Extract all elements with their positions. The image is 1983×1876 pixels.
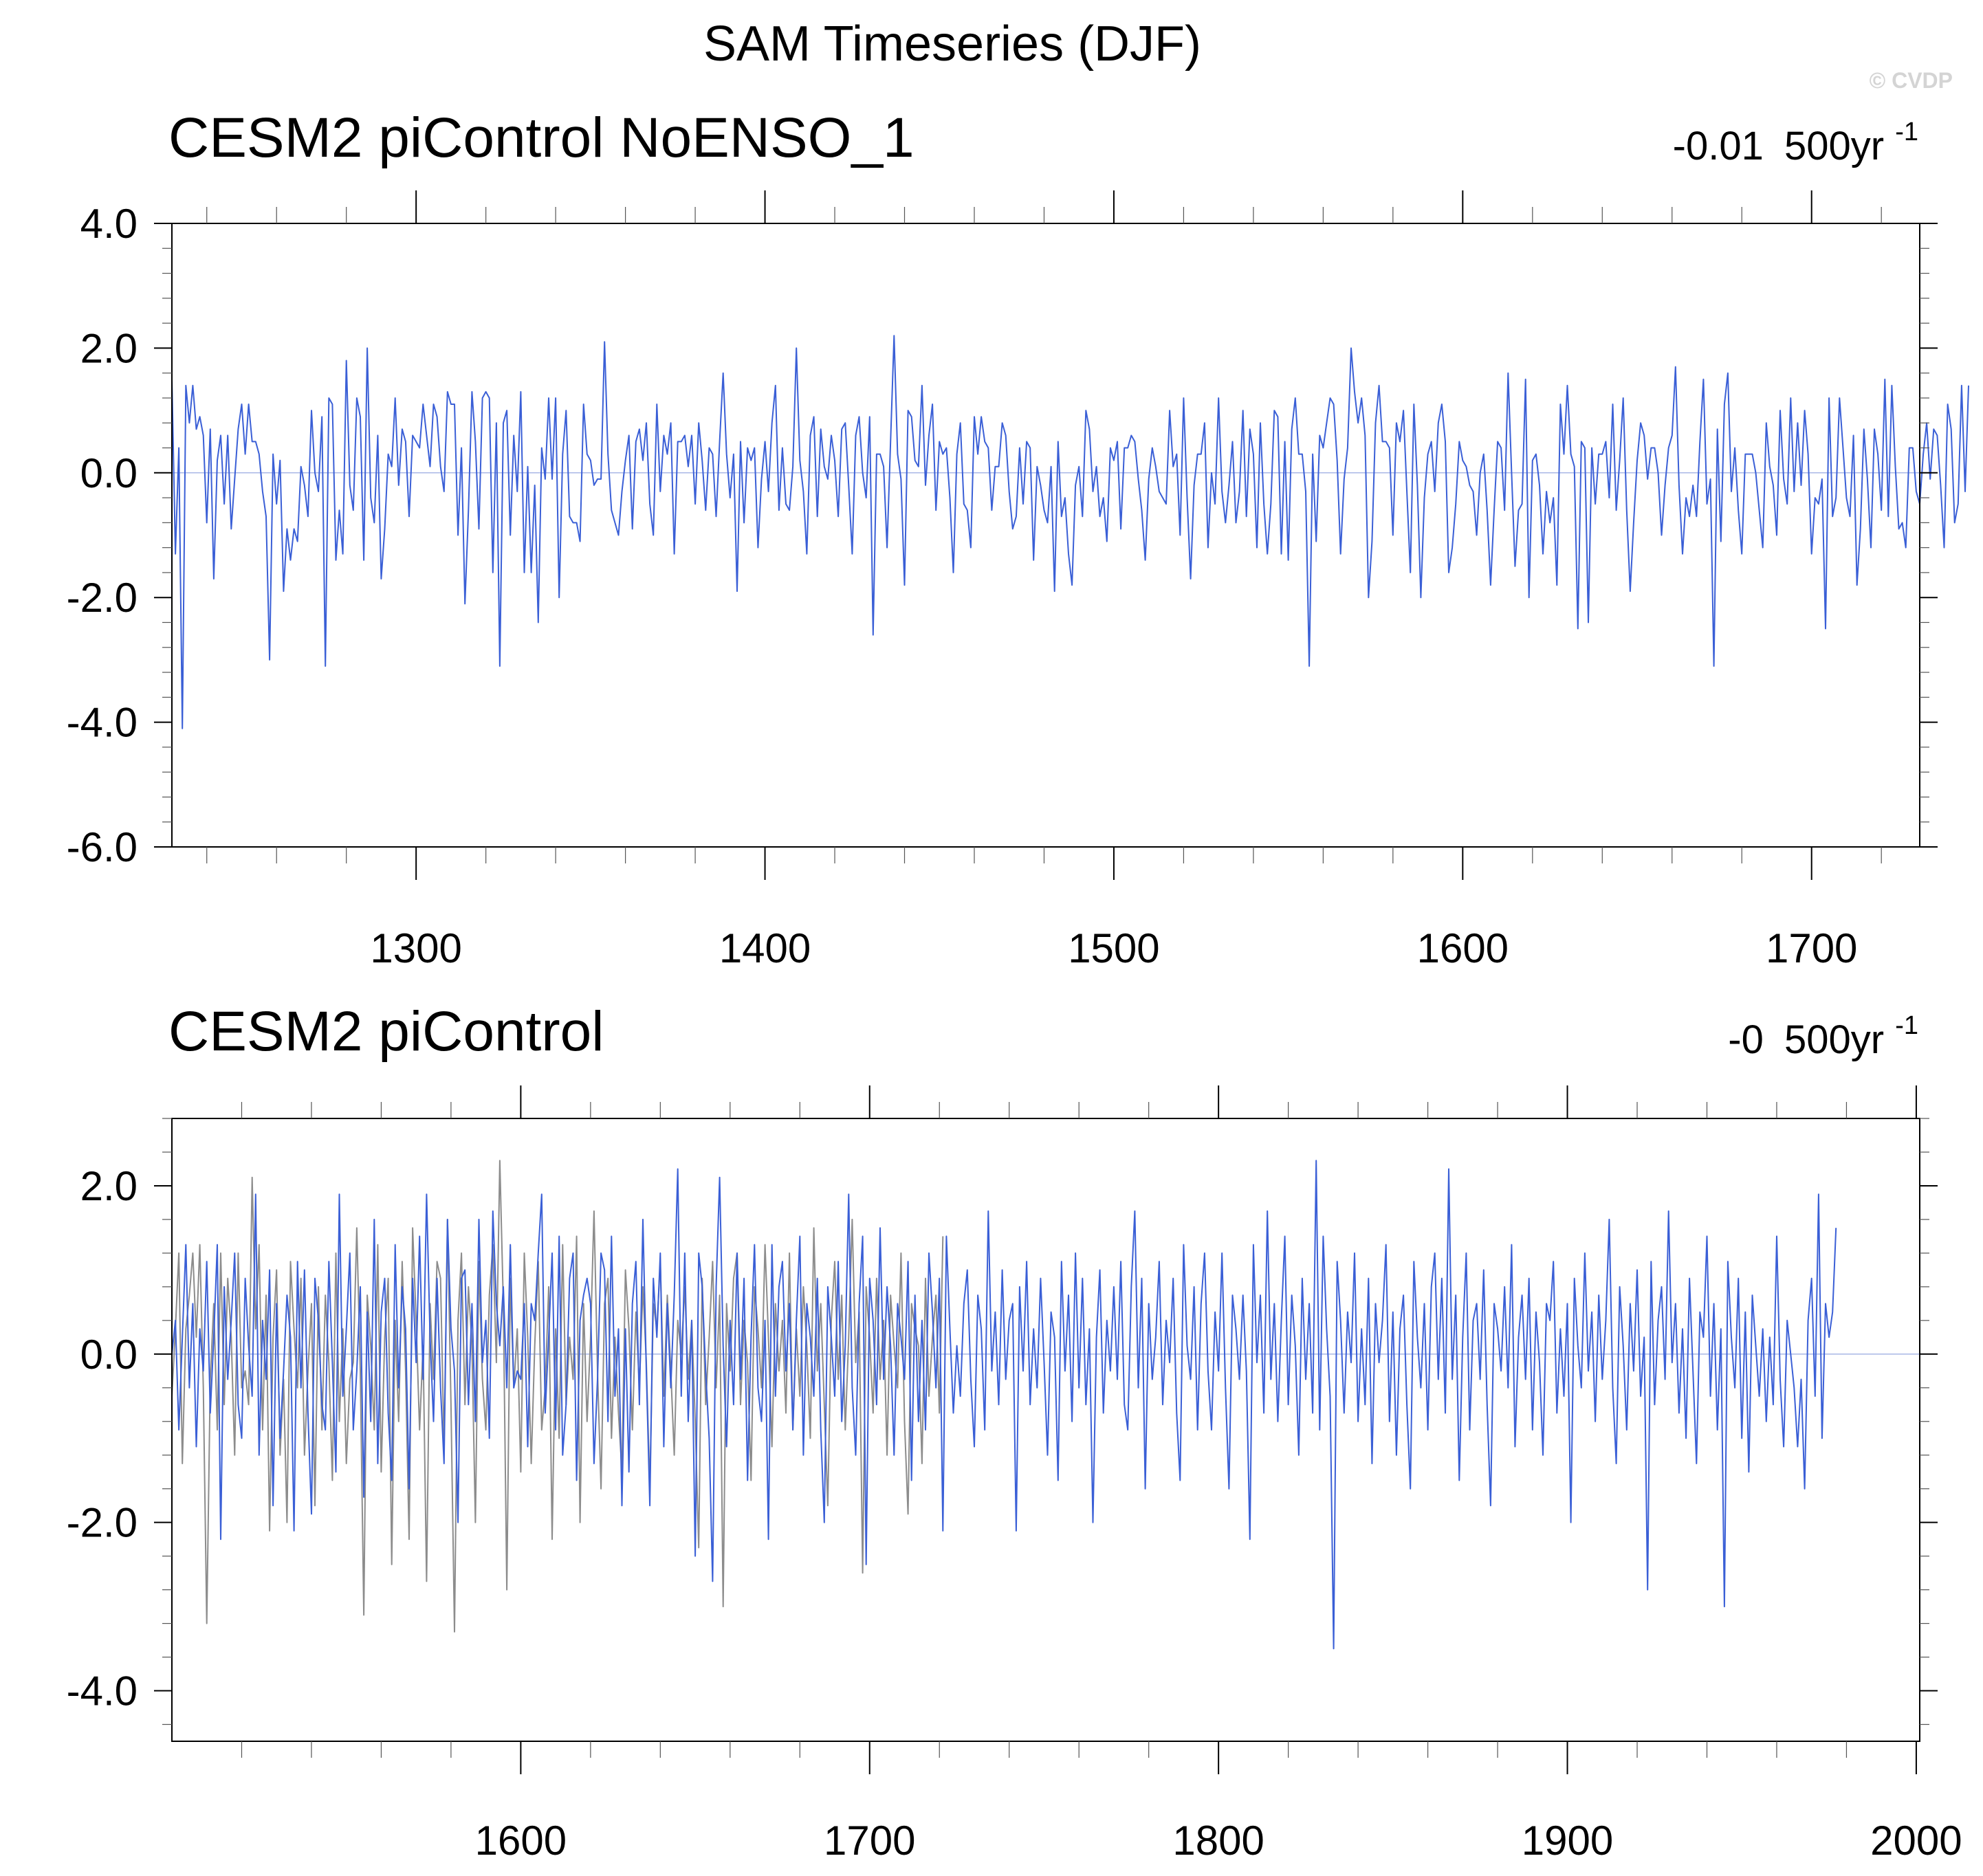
trend-label: -0 500yr -1	[1728, 1011, 1918, 1062]
y-tick-label: 2.0	[80, 325, 138, 371]
plot-frame	[171, 223, 1920, 848]
trend-unit: 500yr	[1784, 1017, 1884, 1062]
trend-unit: 500yr	[1784, 124, 1884, 168]
panel-picontrol: CESM2 piControl -0 500yr -1 2.0 0.0 -2.0 -4…	[67, 1000, 1962, 1864]
series-line-model	[171, 1160, 1837, 1650]
chart-area-picontrol: 2.0 0.0 -2.0 -4.0 1600 1700 1800 1900 2000	[67, 1085, 1962, 1864]
x-tick-label: 1900	[1522, 1818, 1613, 1864]
plot-frame	[171, 1118, 1920, 1742]
trend-exponent: -1	[1895, 118, 1918, 146]
panel-noenso: CESM2 piControl NoENSO_1 -0.01 500yr -1 …	[67, 107, 1969, 971]
y-tick-label: 2.0	[80, 1163, 138, 1209]
y-tick-label: -4.0	[67, 700, 138, 746]
chart-area-noenso: 4.0 2.0 0.0 -2.0 -4.0 -6.0 1300 1400 1500 1600 170…	[67, 190, 1969, 971]
y-tick-label: -2.0	[67, 1500, 138, 1546]
x-tick-label: 1500	[1068, 925, 1159, 971]
series-line-model	[171, 335, 1969, 729]
panel-title: CESM2 piControl NoENSO_1	[168, 107, 914, 169]
x-tick-label: 1700	[1766, 925, 1857, 971]
series-line-reference	[171, 1160, 944, 1633]
watermark: © CVDP	[1870, 68, 1953, 93]
trend-exponent: -1	[1895, 1011, 1918, 1040]
y-tick-label: 4.0	[80, 201, 138, 247]
x-tick-label: 1600	[475, 1818, 567, 1864]
y-tick-label: -2.0	[67, 575, 138, 621]
panel-title: CESM2 piControl	[168, 1000, 604, 1063]
trend-label: -0.01 500yr -1	[1673, 118, 1918, 168]
x-tick-label: 1800	[1172, 1818, 1264, 1864]
main-title: SAM Timeseries (DJF)	[703, 16, 1201, 71]
trend-value: -0	[1728, 1017, 1764, 1062]
x-tick-label: 1600	[1417, 925, 1509, 971]
x-tick-label: 1300	[370, 925, 461, 971]
x-tick-label: 1400	[719, 925, 811, 971]
trend-value: -0.01	[1673, 124, 1764, 168]
x-tick-label: 1700	[824, 1818, 915, 1864]
x-tick-label: 2000	[1870, 1818, 1962, 1864]
y-tick-label: 0.0	[80, 1332, 138, 1378]
y-tick-label: -4.0	[67, 1668, 138, 1714]
y-tick-label: -6.0	[67, 824, 138, 870]
y-tick-label: 0.0	[80, 450, 138, 496]
